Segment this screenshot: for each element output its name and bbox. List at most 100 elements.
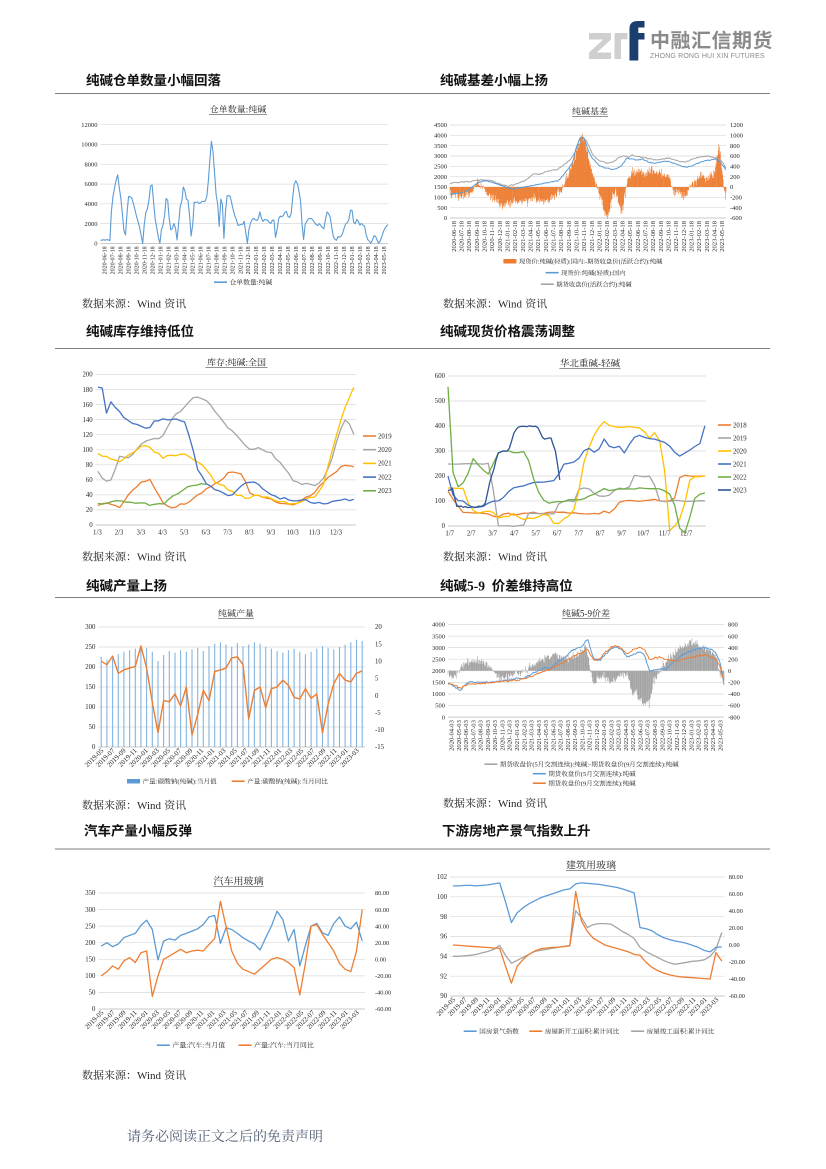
svg-text:4500: 4500 [434,122,447,129]
svg-text:1000: 1000 [434,195,447,202]
svg-text:2022-11-18: 2022-11-18 [334,246,340,274]
svg-text:300: 300 [435,448,446,455]
svg-text:2021-05-18: 2021-05-18 [535,220,542,251]
svg-text:(: ( [552,259,554,266]
svg-text:2020-09-18: 2020-09-18 [127,246,133,274]
svg-text:2023-05-18: 2023-05-18 [719,220,726,251]
svg-text:2022-09-03: 2022-09-03 [659,719,666,750]
svg-text:50: 50 [89,724,96,731]
svg-text:0: 0 [728,668,731,675]
svg-text::: : [186,1042,188,1050]
svg-text:2021-10-18: 2021-10-18 [230,246,236,274]
svg-text:600: 600 [728,633,738,640]
svg-text:9/3: 9/3 [267,530,276,537]
svg-text:600: 600 [730,153,740,160]
svg-text:2022-06-18: 2022-06-18 [294,246,300,274]
svg-text:-600: -600 [730,215,742,222]
svg-text:1500: 1500 [434,184,447,191]
svg-text:7/7: 7/7 [574,531,583,538]
svg-text:ZHONG RONG HUI XIN FUTURES: ZHONG RONG HUI XIN FUTURES [650,53,765,60]
svg-text:4000: 4000 [434,133,447,140]
svg-text:102: 102 [437,874,448,881]
svg-text:2022-07-18: 2022-07-18 [643,220,650,251]
svg-text:96: 96 [440,934,447,941]
svg-text::: : [202,1042,204,1050]
svg-text:2021-08-03: 2021-08-03 [565,719,572,750]
svg-text:11/3: 11/3 [308,530,320,537]
svg-text:2022-02-18: 2022-02-18 [262,246,268,274]
svg-text:2/7: 2/7 [467,531,476,538]
svg-text:2022-07-18: 2022-07-18 [302,246,308,274]
svg-text:):: ): [567,259,571,266]
svg-text:-800: -800 [728,714,740,721]
svg-text:2020: 2020 [378,447,392,454]
svg-text:100: 100 [435,498,446,505]
svg-text:20: 20 [86,507,93,514]
svg-text:92: 92 [440,973,447,980]
svg-text:2021-08-18: 2021-08-18 [214,246,220,274]
svg-text:Wind: Wind [137,299,161,311]
svg-text:200: 200 [730,174,740,181]
svg-text:200: 200 [85,940,96,947]
svg-text:3/7: 3/7 [488,531,497,538]
svg-text:2021-12-18: 2021-12-18 [246,246,252,274]
svg-text:2021-09-03: 2021-09-03 [572,719,579,750]
svg-text:2022-04-03: 2022-04-03 [623,719,630,750]
svg-text:2022-08-18: 2022-08-18 [650,220,657,251]
svg-text:2020-08-03: 2020-08-03 [478,719,485,750]
svg-text:(5: (5 [532,762,537,769]
svg-text:2022-05-18: 2022-05-18 [627,220,634,251]
svg-text:2018: 2018 [733,422,747,429]
svg-text:-40.00: -40.00 [375,990,391,997]
svg-text:2020-12-18: 2020-12-18 [150,246,156,274]
svg-text:2022-09-18: 2022-09-18 [658,220,665,251]
svg-text:-200: -200 [730,195,742,202]
svg-text:2023-04-03: 2023-04-03 [710,719,717,750]
svg-text:0: 0 [92,744,96,751]
svg-text:350: 350 [85,890,96,897]
svg-text:2021-11-18: 2021-11-18 [238,246,244,274]
svg-text:60.00: 60.00 [729,891,743,898]
svg-text:5/3: 5/3 [180,530,189,537]
svg-text:(: ( [588,282,590,289]
svg-text:100: 100 [85,973,96,980]
svg-text:(: ( [282,779,284,786]
svg-text:-20.00: -20.00 [375,973,391,980]
svg-text:98: 98 [440,914,447,921]
svg-text:11/7: 11/7 [659,531,671,538]
svg-text:200: 200 [728,656,738,663]
svg-text:2020-10-03: 2020-10-03 [492,719,499,750]
svg-text:500: 500 [435,398,446,405]
svg-text:0.00: 0.00 [375,957,386,964]
svg-text:(: ( [594,270,596,277]
svg-text:20.00: 20.00 [729,925,743,932]
svg-text:1200: 1200 [730,122,743,129]
svg-text:300: 300 [85,624,96,631]
svg-text:2021-08-18: 2021-08-18 [558,220,565,251]
svg-text:9/7: 9/7 [617,531,626,538]
svg-text:2021-03-18: 2021-03-18 [174,246,180,274]
svg-text:2022-12-03: 2022-12-03 [681,719,688,750]
svg-text:0: 0 [444,215,447,222]
svg-text:Wind: Wind [498,798,522,810]
svg-text:100: 100 [85,704,96,711]
svg-text:2500: 2500 [432,656,445,663]
svg-text:):: ): [193,779,197,786]
svg-text:):: ): [619,781,623,788]
svg-text:2/3: 2/3 [115,530,124,537]
svg-text::: : [225,358,228,368]
svg-text:3000: 3000 [432,645,445,652]
svg-text:5: 5 [375,676,379,683]
svg-text:2022-06-03: 2022-06-03 [638,719,645,750]
svg-text::: : [156,779,158,786]
svg-text:1/7: 1/7 [445,531,454,538]
svg-text:):: ): [619,771,623,778]
svg-text:-200: -200 [728,680,740,687]
svg-text:2021-11-03: 2021-11-03 [587,719,594,750]
svg-text:500: 500 [437,205,447,212]
svg-text:2020-07-18: 2020-07-18 [111,246,117,274]
svg-text:):: ): [609,270,613,277]
svg-text:2023-02-03: 2023-02-03 [696,719,703,750]
svg-text:2021-11-18: 2021-11-18 [581,220,588,251]
svg-text:10: 10 [375,659,382,666]
